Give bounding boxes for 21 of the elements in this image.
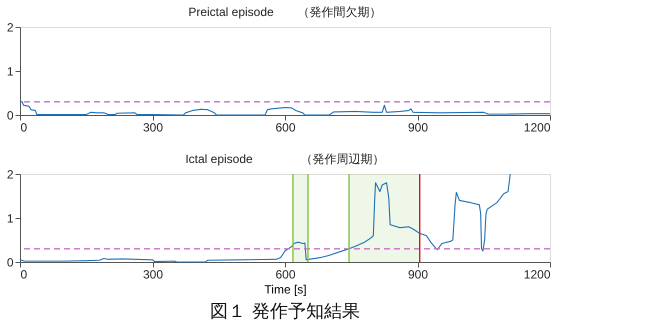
caption: 図１ 発作予知結果 [210, 301, 360, 322]
x-tick-label: 0 [20, 120, 28, 134]
x-tick-label: 600 [275, 268, 296, 282]
y-tick-label: 2 [6, 168, 14, 182]
x-tick-label: 300 [142, 268, 164, 282]
x-tick-label: 600 [275, 120, 296, 134]
x-tick-label: 900 [408, 268, 428, 282]
x-tick-label: 1200 [524, 120, 551, 134]
chart-title: Preictal episode （発作間欠期） [188, 5, 382, 19]
y-tick-label: 0 [6, 108, 14, 122]
x-tick-label: 1200 [524, 268, 551, 282]
x-axis-title: Time [s] [264, 282, 307, 296]
x-tick-label: 900 [408, 120, 428, 134]
line-series [19, 173, 511, 263]
y-tick-label: 1 [6, 212, 14, 226]
y-tick-label: 0 [6, 256, 14, 270]
x-tick-label: 0 [20, 268, 28, 282]
y-tick-label: 2 [6, 20, 14, 34]
chart-title: Ictal episode （発作周辺期） [185, 152, 385, 166]
x-tick-label: 300 [142, 120, 164, 134]
y-tick-label: 1 [6, 64, 14, 78]
